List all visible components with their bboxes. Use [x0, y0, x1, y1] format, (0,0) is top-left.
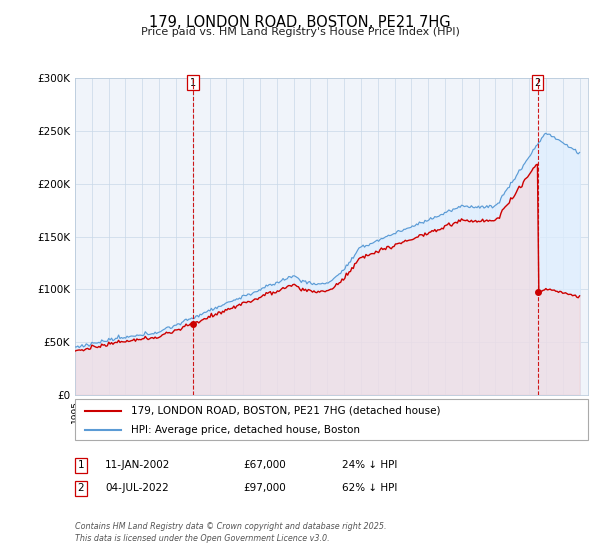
Text: £67,000: £67,000 [243, 460, 286, 470]
Text: 1: 1 [77, 460, 85, 470]
Text: 2: 2 [77, 483, 85, 493]
Text: £97,000: £97,000 [243, 483, 286, 493]
Text: 179, LONDON ROAD, BOSTON, PE21 7HG (detached house): 179, LONDON ROAD, BOSTON, PE21 7HG (deta… [131, 405, 441, 416]
Text: Contains HM Land Registry data © Crown copyright and database right 2025.
This d: Contains HM Land Registry data © Crown c… [75, 522, 386, 543]
Text: 1: 1 [190, 78, 196, 87]
Text: 11-JAN-2002: 11-JAN-2002 [105, 460, 170, 470]
FancyBboxPatch shape [75, 399, 588, 440]
Text: 2: 2 [535, 78, 541, 87]
Text: 24% ↓ HPI: 24% ↓ HPI [342, 460, 397, 470]
Text: HPI: Average price, detached house, Boston: HPI: Average price, detached house, Bost… [131, 424, 361, 435]
Text: 62% ↓ HPI: 62% ↓ HPI [342, 483, 397, 493]
Text: Price paid vs. HM Land Registry's House Price Index (HPI): Price paid vs. HM Land Registry's House … [140, 27, 460, 37]
Text: 179, LONDON ROAD, BOSTON, PE21 7HG: 179, LONDON ROAD, BOSTON, PE21 7HG [149, 15, 451, 30]
Text: 04-JUL-2022: 04-JUL-2022 [105, 483, 169, 493]
